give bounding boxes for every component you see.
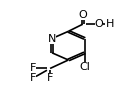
Text: O: O: [95, 19, 104, 29]
Text: H: H: [106, 19, 114, 29]
Text: Cl: Cl: [79, 62, 90, 72]
Text: F: F: [30, 63, 36, 73]
Text: O: O: [78, 10, 87, 20]
Text: N: N: [48, 33, 56, 44]
Text: F: F: [47, 73, 53, 83]
Text: F: F: [30, 73, 36, 83]
